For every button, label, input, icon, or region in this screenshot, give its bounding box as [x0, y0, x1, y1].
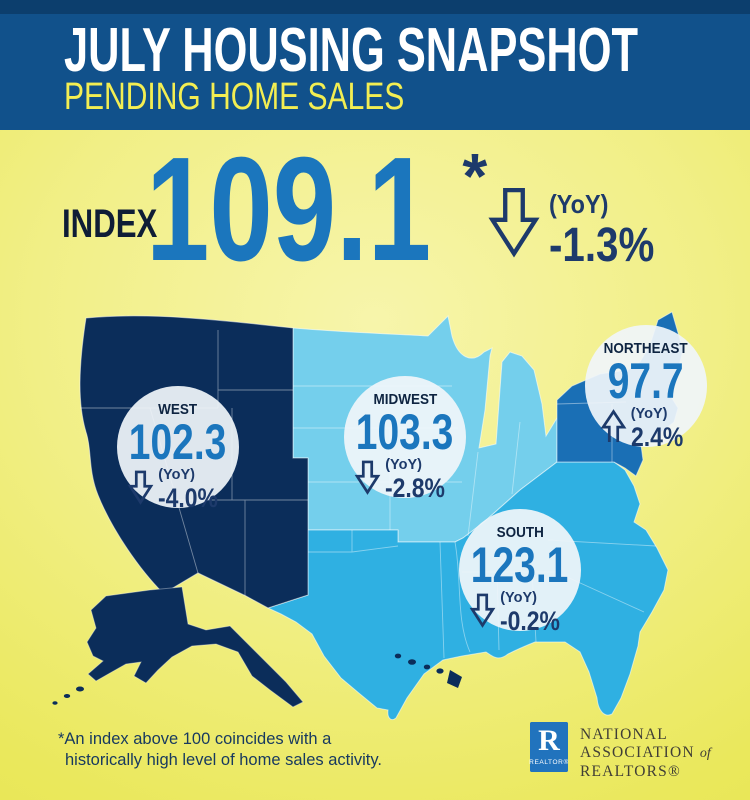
region-yoy-value: -4.0%	[158, 482, 219, 513]
index-value: 109.1	[146, 127, 432, 292]
index-yoy-label: (YoY)	[549, 189, 609, 219]
map-aleutian-islands	[52, 686, 84, 705]
region-yoy-group: (YoY) 2.4%	[600, 406, 693, 452]
index-down-arrow-icon	[488, 187, 540, 258]
region-name: WEST	[158, 401, 198, 418]
region-yoy-value: 2.4%	[630, 421, 684, 452]
region-yoy-value: -2.8%	[385, 472, 446, 503]
region-yoy-group: (YoY) -0.2%	[469, 590, 571, 636]
down-arrow-icon	[354, 460, 381, 495]
logo-line-realtors: REALTORS®	[580, 762, 681, 780]
region-value: 97.7	[608, 353, 684, 409]
header-band: JULY HOUSING SNAPSHOT PENDING HOME SALES	[0, 0, 750, 130]
index-asterisk: *	[462, 140, 488, 212]
nar-logo-mark: R REALTOR®	[529, 722, 569, 772]
region-circle-northeast: NORTHEAST 97.7 (YoY) 2.4%	[585, 325, 707, 450]
footnote: *An index above 100 coincides with a his…	[58, 729, 382, 772]
region-circle-south: SOUTH 123.1 (YoY) -0.2%	[459, 509, 581, 634]
page-title: JULY HOUSING SNAPSHOT	[64, 16, 638, 85]
region-yoy-group: (YoY) -2.8%	[354, 457, 456, 503]
region-yoy-label: (YoY)	[630, 406, 668, 422]
logo-line-association: ASSOCIATION of	[580, 744, 711, 762]
map-alaska	[86, 586, 304, 708]
nar-logo-text: NATIONAL ASSOCIATION of REALTORS®	[580, 726, 711, 781]
region-value: 102.3	[129, 414, 227, 470]
realtor-word: REALTOR®	[529, 759, 569, 766]
region-yoy-group: (YoY) -4.0%	[127, 467, 229, 513]
up-arrow-icon	[600, 409, 627, 443]
index-label: INDEX	[62, 202, 158, 246]
index-yoy-value: -1.3%	[549, 218, 655, 272]
realtor-r-letter: R	[538, 724, 560, 757]
header-top-strip	[0, 0, 750, 14]
region-yoy-label: (YoY)	[500, 590, 537, 606]
region-name: SOUTH	[496, 524, 544, 541]
logo-of: of	[699, 746, 711, 762]
page-subtitle: PENDING HOME SALES	[64, 76, 405, 118]
down-arrow-icon	[469, 593, 496, 628]
region-value: 103.3	[356, 404, 454, 460]
index-value-group: 109.1 *	[146, 127, 487, 292]
region-name: NORTHEAST	[603, 340, 689, 357]
footnote-line1: *An index above 100 coincides with a	[58, 730, 332, 748]
region-value: 123.1	[471, 537, 569, 593]
region-yoy-label: (YoY)	[158, 467, 195, 483]
logo-line-national: NATIONAL	[580, 726, 668, 743]
footnote-line2: historically high level of home sales ac…	[65, 751, 382, 770]
index-yoy-group: (YoY) -1.3%	[549, 190, 674, 270]
region-circle-midwest: MIDWEST 103.3 (YoY) -2.8%	[344, 376, 466, 501]
down-arrow-icon	[127, 470, 154, 505]
map-hawaii	[394, 653, 462, 688]
region-name: MIDWEST	[373, 391, 437, 408]
region-circle-west: WEST 102.3 (YoY) -4.0%	[117, 386, 239, 511]
region-yoy-value: -0.2%	[500, 605, 561, 636]
region-yoy-label: (YoY)	[385, 457, 422, 473]
